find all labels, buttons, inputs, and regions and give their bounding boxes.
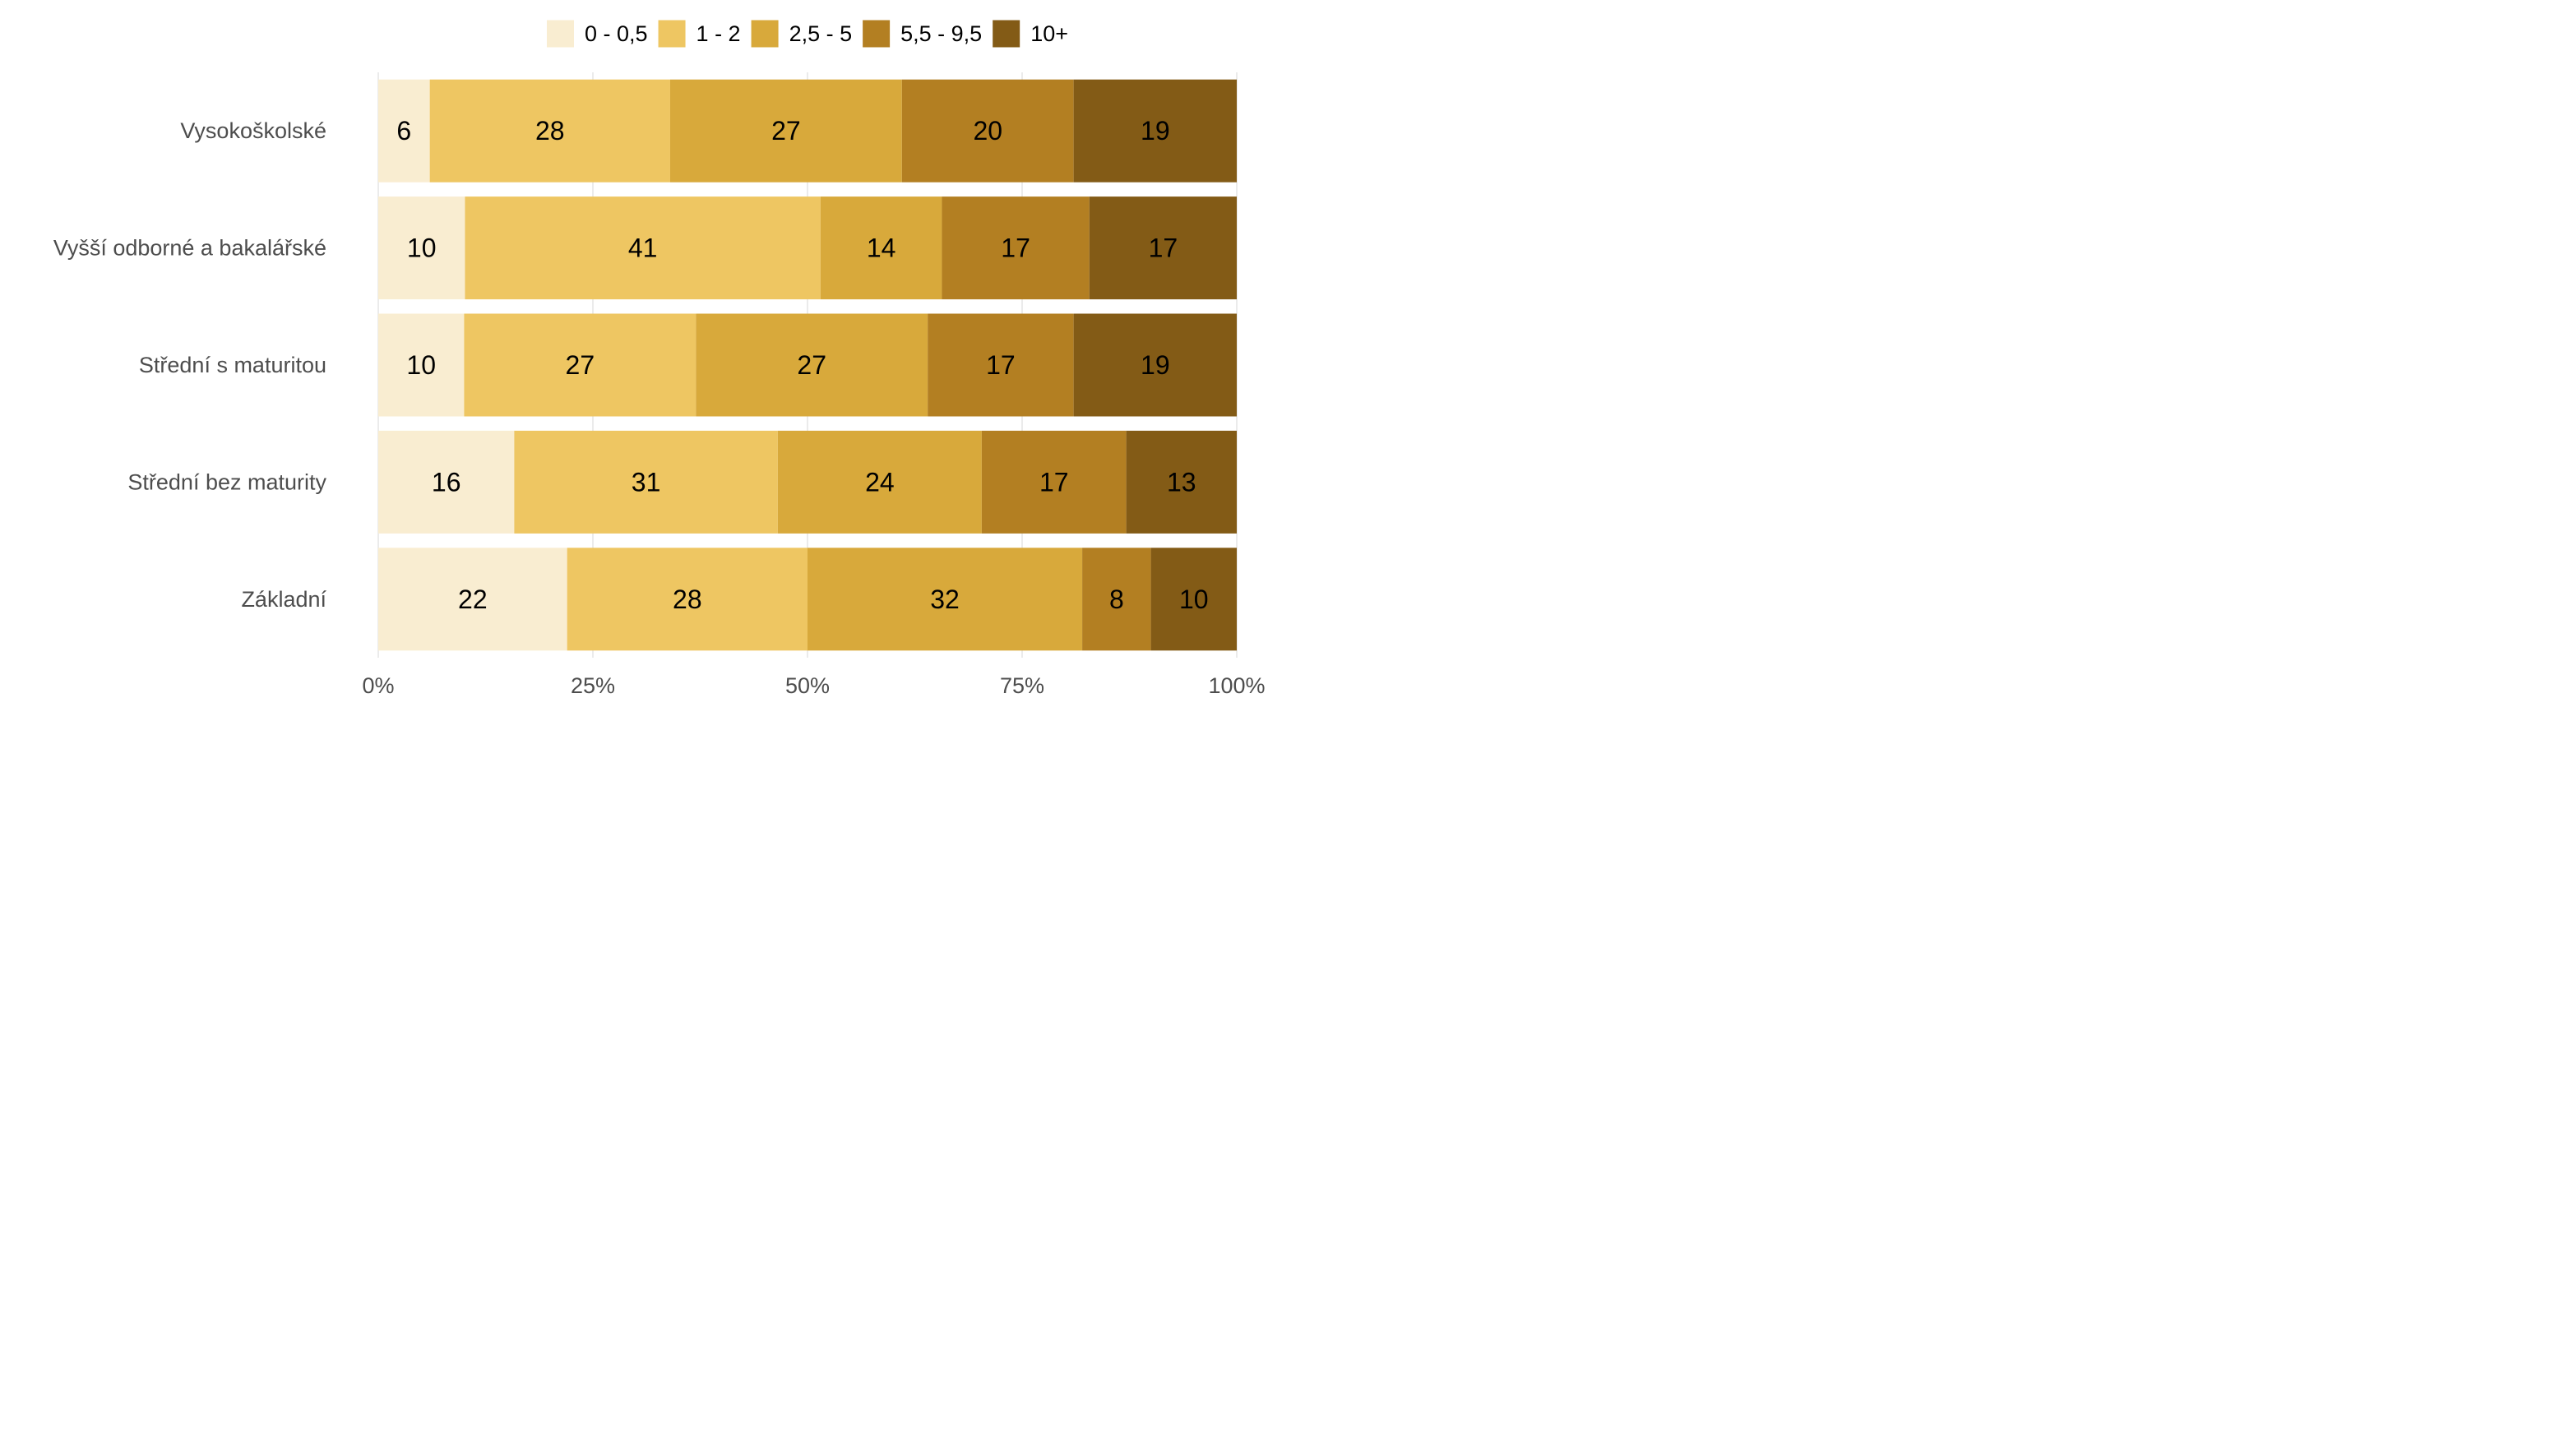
data-label: 17 — [1001, 233, 1030, 263]
legend-label: 5,5 - 9,5 — [900, 21, 982, 46]
data-label: 13 — [1167, 467, 1196, 497]
data-label: 10 — [406, 350, 436, 380]
bar-segment — [1073, 79, 1237, 183]
legend-label: 0 - 0,5 — [585, 21, 648, 46]
legend-swatch — [993, 20, 1020, 48]
bar-segment — [928, 313, 1074, 417]
legend: 0 - 0,5 1 - 2 2,5 - 5 5,5 - 9,5 10+ — [547, 20, 1068, 48]
category-label: Vysokoškolské — [180, 118, 326, 143]
data-label: 14 — [867, 233, 896, 263]
data-label: 31 — [632, 467, 661, 497]
x-tick-label: 0% — [362, 673, 394, 698]
data-label: 19 — [1141, 350, 1170, 380]
x-tick-label: 50% — [785, 673, 830, 698]
data-label: 17 — [1149, 233, 1178, 263]
bar-segment — [465, 196, 821, 300]
data-label: 24 — [865, 467, 895, 497]
data-label: 28 — [673, 585, 702, 614]
bar-segment — [378, 196, 465, 300]
bar-segment — [777, 430, 982, 534]
data-label: 10 — [1179, 585, 1209, 614]
legend-swatch — [547, 20, 574, 48]
bar-segment — [942, 196, 1090, 300]
legend-swatch — [658, 20, 686, 48]
bar-segment — [981, 430, 1127, 534]
category-label: Základní — [241, 587, 326, 612]
data-label: 10 — [407, 233, 437, 263]
bars: 6 28 27 20 19 10 41 14 17 17 10 27 27 17 19 16 31 24 17 13 2… — [378, 79, 1237, 651]
bar-segment — [901, 79, 1074, 183]
category-label: Střední s maturitou — [139, 353, 326, 377]
legend-label: 1 - 2 — [696, 21, 741, 46]
data-label: 8 — [1109, 585, 1124, 614]
data-label: 27 — [797, 350, 826, 380]
data-label: 32 — [930, 585, 960, 614]
x-axis-tick-labels: 0% 25% 50% 75% 100% — [362, 673, 1265, 698]
bar-segment — [378, 79, 430, 183]
legend-label: 10+ — [1030, 21, 1068, 46]
bar-segment — [378, 313, 465, 417]
bar-segment — [808, 548, 1083, 651]
legend-swatch — [863, 20, 891, 48]
data-label: 22 — [458, 585, 488, 614]
x-tick-label: 25% — [571, 673, 615, 698]
bar-segment — [820, 196, 942, 300]
x-tick-label: 75% — [1000, 673, 1044, 698]
category-label: Střední bez maturity — [127, 469, 326, 494]
bar-segment — [429, 79, 670, 183]
legend-swatch — [751, 20, 779, 48]
data-label: 27 — [566, 350, 595, 380]
data-label: 17 — [1039, 467, 1069, 497]
bar-segment — [1126, 430, 1237, 534]
bar-segment — [567, 548, 808, 651]
data-label: 20 — [973, 116, 1002, 146]
bar-segment — [1073, 313, 1237, 417]
category-labels: Vysokoškolské Vyšší odborné a bakalářské S… — [53, 118, 327, 612]
bar-segment — [464, 313, 696, 417]
bar-segment — [696, 313, 928, 417]
data-label: 17 — [986, 350, 1016, 380]
category-label: Vyšší odborné a bakalářské — [53, 236, 326, 261]
data-label: 28 — [535, 116, 565, 146]
data-label: 6 — [396, 116, 411, 146]
bar-segment — [378, 548, 567, 651]
legend-label: 2,5 - 5 — [789, 21, 853, 46]
data-label: 16 — [432, 467, 461, 497]
bar-segment — [1089, 196, 1237, 300]
stacked-bar-chart: 6 28 27 20 19 10 41 14 17 17 10 27 27 17 19 16 31 24 17 13 2… — [53, 20, 1266, 698]
data-label: 27 — [771, 116, 801, 146]
bar-segment — [1150, 548, 1237, 651]
x-tick-label: 100% — [1208, 673, 1265, 698]
data-label: 41 — [628, 233, 658, 263]
bar-segment — [378, 430, 515, 534]
bar-segment — [514, 430, 778, 534]
data-label: 19 — [1141, 116, 1170, 146]
bar-segment — [1082, 548, 1151, 651]
bar-segment — [669, 79, 902, 183]
